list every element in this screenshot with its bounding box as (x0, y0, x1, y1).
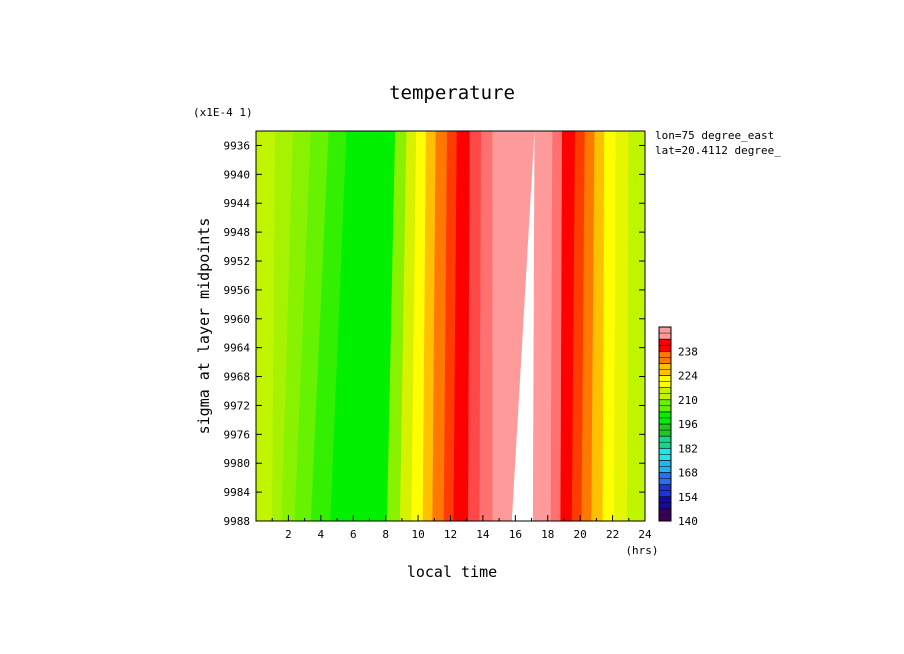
x-units-label: (hrs) (625, 544, 658, 557)
y-tick-label: 9984 (224, 486, 251, 499)
y-tick-label: 9952 (224, 255, 251, 268)
contour-band-17 (532, 130, 553, 522)
y-tick-label: 9980 (224, 457, 251, 470)
contour-band-25 (626, 130, 646, 522)
colorbar: 140 154 168 182 196 210 224 238 (658, 326, 698, 528)
contour-band-23 (602, 130, 617, 522)
colorbar-tick-label: 210 (678, 394, 698, 407)
y-tick-label: 9968 (224, 371, 251, 384)
y-tick-label: 9948 (224, 226, 251, 239)
colorbar-tick-label: 168 (678, 467, 698, 480)
colorbar-frame (658, 326, 672, 522)
y-tick-label: 9944 (224, 197, 251, 210)
colorbar-tick-label: 196 (678, 418, 698, 431)
x-axis-title: local time (407, 563, 497, 581)
y-tick-label: 9972 (224, 399, 251, 412)
y-tick-label: 9956 (224, 284, 251, 297)
y-tick-label: 9940 (224, 168, 251, 181)
contour-band-13 (468, 130, 482, 522)
x-tick-label: 2 (285, 528, 292, 541)
contour-band-18 (550, 130, 563, 522)
colorbar-tick-label: 154 (678, 491, 698, 504)
annotation-lon: lon=75 degree_east (655, 129, 774, 142)
colorbar-tick-label: 224 (678, 370, 698, 383)
y-tick-label: 9964 (224, 342, 251, 355)
x-axis: 2 4 6 8 10 12 14 16 18 20 22 24 (271, 515, 652, 541)
x-tick-label: 22 (606, 528, 619, 541)
chart-title: temperature (389, 82, 515, 104)
y-tick-label: 9976 (224, 428, 251, 441)
y-tick-label: 9988 (224, 515, 251, 528)
x-tick-label: 8 (382, 528, 389, 541)
contour-band-14 (479, 130, 493, 522)
x-tick-label: 16 (509, 528, 522, 541)
x-tick-label: 18 (541, 528, 554, 541)
colorbar-tick-label: 182 (678, 442, 698, 455)
x-tick-label: 20 (574, 528, 587, 541)
contour-field (255, 130, 646, 522)
colorbar-tick-label: 238 (678, 345, 698, 358)
x-tick-label: 4 (318, 528, 325, 541)
contour-band-24 (613, 130, 630, 522)
colorbar-tick-label: 140 (678, 515, 698, 528)
y-tick-label: 9960 (224, 313, 251, 326)
x-tick-label: 12 (444, 528, 457, 541)
annotation-lat: lat=20.4112 degree_ (655, 144, 781, 157)
x-tick-label: 24 (638, 528, 652, 541)
y-tick-label: 9936 (224, 139, 251, 152)
y-axis-title: sigma at layer midpoints (195, 218, 213, 435)
y-axis: 9936 9940 9944 9948 9952 9956 9960 9964 9968 9972… (224, 139, 645, 528)
x-tick-label: 10 (411, 528, 424, 541)
x-tick-label: 6 (350, 528, 357, 541)
y-scale-note: (x1E-4 1) (193, 106, 253, 119)
x-tick-label: 14 (476, 528, 490, 541)
